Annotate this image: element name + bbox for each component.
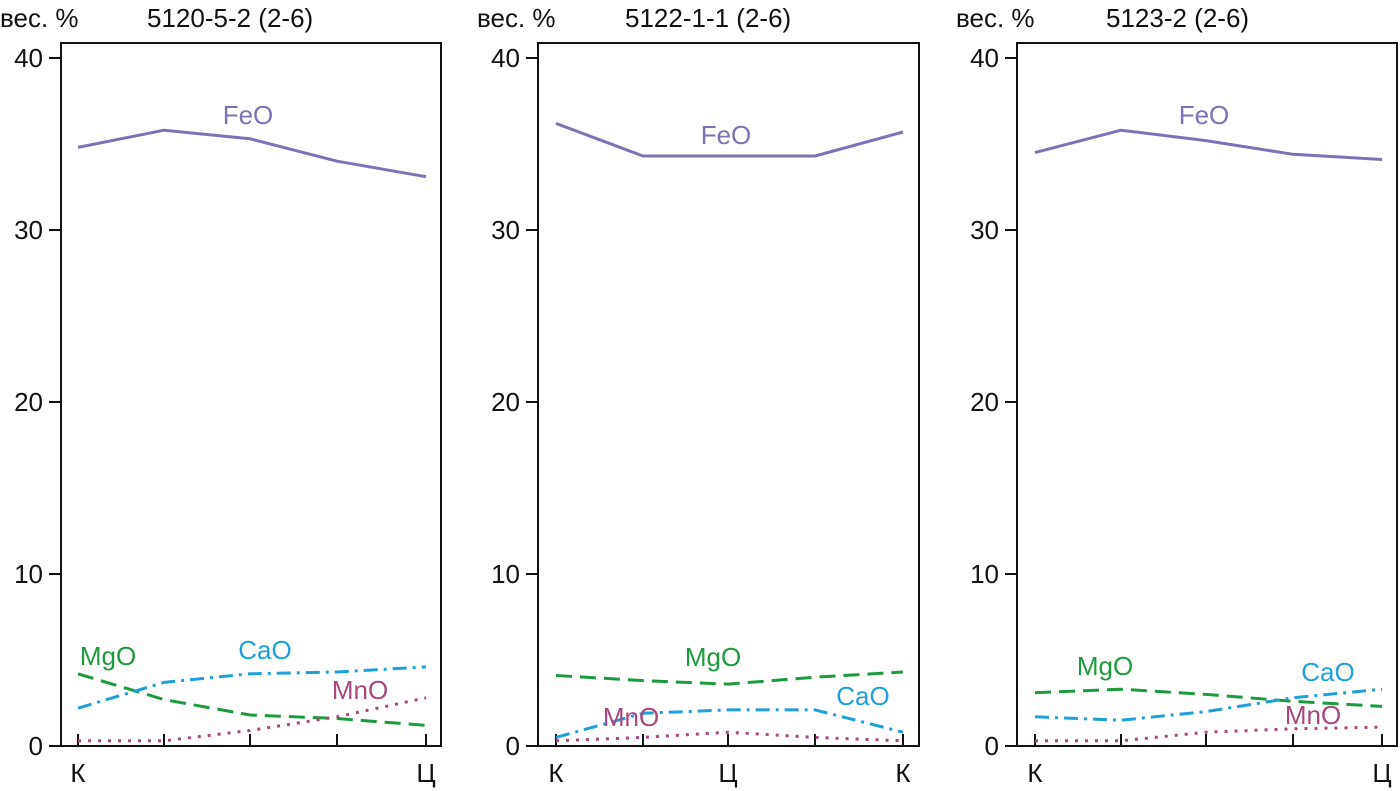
series-line-cao (77, 665, 427, 710)
series-label-mgo: MgO (685, 642, 741, 672)
series-label-feo: FeO (701, 120, 752, 150)
x-tick-label: Ц (1372, 758, 1391, 788)
chart-panel-1: вес. % 5120-5-2 (2-6) 0 10 20 30 40 К Ц FeO MgO CaO… (0, 3, 442, 788)
y-tick-label: 40 (491, 43, 520, 73)
y-tick-label: 20 (491, 387, 520, 417)
series-label-mno: MnO (332, 675, 388, 705)
y-axis-label: вес. % (956, 3, 1035, 33)
chart-title: 5122-1-1 (2-6) (625, 3, 791, 33)
plot-frame (1016, 42, 1398, 747)
x-tick-label: К (70, 758, 85, 788)
series-label-cao: CaO (238, 635, 291, 665)
series-line-feo (77, 128, 427, 179)
series-label-cao: CaO (836, 681, 889, 711)
series-line-mgo (1034, 687, 1383, 708)
series-line-feo (1034, 128, 1383, 161)
chart-title: 5123-2 (2-6) (1106, 3, 1249, 33)
chart-panel-3: вес. % 5123-2 (2-6) 0 10 20 30 40 К Ц FeO MgO CaO Mn… (956, 3, 1398, 788)
series-line-cao (555, 708, 904, 739)
x-tick-label: К (1027, 758, 1042, 788)
y-tick-label: 30 (970, 215, 999, 245)
y-axis-label: вес. % (477, 3, 556, 33)
y-tick-label: 40 (970, 43, 999, 73)
series-label-mno: MnO (603, 702, 659, 732)
series-line-mno (1035, 725, 1383, 743)
series-label-mno: MnO (1285, 700, 1341, 730)
y-tick-label: 20 (14, 387, 43, 417)
y-tick-label: 20 (970, 387, 999, 417)
series-line-mno (555, 730, 904, 743)
y-tick-label: 30 (14, 215, 43, 245)
series-label-mgo: MgO (80, 641, 136, 671)
y-tick-label: 40 (14, 43, 43, 73)
y-axis-label: вес. % (0, 3, 79, 33)
y-tick-label: 0 (29, 731, 43, 761)
x-tick-label: Ц (416, 758, 435, 788)
x-tick-label: Ц (718, 758, 737, 788)
x-tick-label: К (895, 758, 910, 788)
y-tick-label: 10 (14, 559, 43, 589)
y-tick-label: 0 (506, 731, 520, 761)
series-label-feo: FeO (1179, 100, 1230, 130)
y-tick-label: 0 (985, 731, 999, 761)
series-label-mgo: MgO (1077, 651, 1133, 681)
series-line-mgo (555, 670, 904, 686)
chart-panel-2: вес. % 5122-1-1 (2-6) 0 10 20 30 40 К Ц К FeO MgO Ca… (477, 3, 920, 788)
y-tick-label: 30 (491, 215, 520, 245)
series-label-feo: FeO (223, 100, 274, 130)
series-line-feo (555, 121, 904, 158)
y-tick-label: 10 (970, 559, 999, 589)
y-tick-label: 10 (491, 559, 520, 589)
x-tick-label: К (548, 758, 563, 788)
chart-title: 5120-5-2 (2-6) (147, 3, 313, 33)
series-label-cao: CaO (1301, 657, 1354, 687)
series-line-mno (78, 696, 427, 743)
